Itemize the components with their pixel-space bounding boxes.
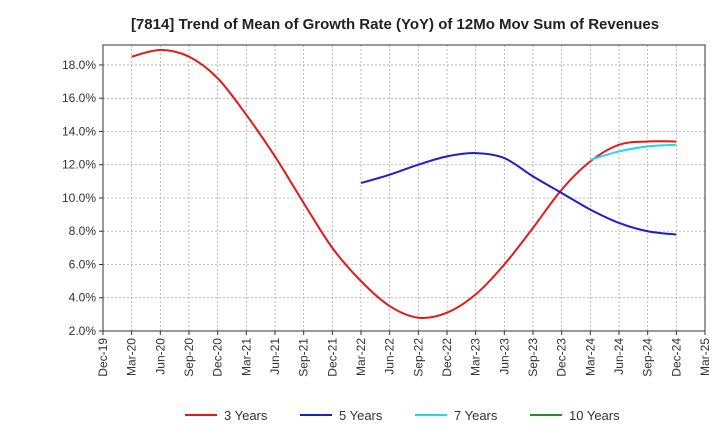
x-tick-label: Mar-24 (583, 338, 597, 376)
x-tick-label: Jun-23 (497, 338, 511, 375)
y-tick-label: 6.0% (69, 257, 97, 271)
chart-title: [7814] Trend of Mean of Growth Rate (YoY… (131, 16, 659, 33)
legend: 3 Years 5 Years 7 Years 10 Years (185, 408, 620, 423)
y-tick-label: 14.0% (62, 124, 96, 138)
x-tick-label: Mar-23 (469, 338, 483, 376)
x-tick-label: Mar-22 (354, 338, 368, 376)
x-tick-label: Jun-20 (153, 338, 167, 375)
x-tick-label: Sep-23 (526, 338, 540, 377)
x-tick-label: Dec-19 (96, 338, 110, 377)
x-tick-label: Dec-21 (325, 338, 339, 377)
y-tick-label: 10.0% (62, 191, 96, 205)
x-tick-label: Dec-22 (440, 338, 454, 377)
series-line-5-years (360, 152, 677, 236)
x-tick-label: Sep-20 (182, 338, 196, 377)
plot-area (103, 45, 705, 331)
plot-background (103, 45, 705, 331)
x-tick-label: Dec-23 (555, 338, 569, 377)
legend-label-7-years: 7 Years (454, 408, 498, 423)
legend-label-5-years: 5 Years (339, 408, 383, 423)
y-tick-label: 18.0% (62, 58, 96, 72)
plot-frame (102, 44, 706, 332)
axes: 2.0% 4.0% 6.0% 8.0% 10.0% 12.0% 14.0% 16.0% 18.0… (62, 44, 712, 377)
legend-label-3-years: 3 Years (224, 408, 268, 423)
y-tick-label: 12.0% (62, 158, 96, 172)
y-tick-label: 2.0% (69, 324, 97, 338)
series-lines (131, 48, 677, 319)
x-tick-label: Mar-25 (698, 338, 712, 376)
series-line-7-years (590, 143, 677, 161)
x-tick-label: Sep-22 (411, 338, 425, 377)
x-tick-label: Dec-20 (211, 338, 225, 377)
y-tick-label: 16.0% (62, 91, 96, 105)
x-tick-label: Dec-24 (669, 338, 683, 377)
series-line-3-years (131, 48, 677, 319)
x-tick-label: Sep-21 (297, 338, 311, 377)
y-tick-label: 8.0% (69, 224, 97, 238)
x-tick-label: Mar-20 (125, 338, 139, 376)
y-tick-label: 4.0% (69, 291, 97, 305)
x-tick-label: Jun-21 (268, 338, 282, 375)
x-tick-label: Jun-24 (612, 338, 626, 375)
x-tick-label: Jun-22 (383, 338, 397, 375)
gridlines (102, 45, 706, 332)
legend-label-10-years: 10 Years (569, 408, 620, 423)
x-tick-label: Sep-24 (641, 338, 655, 377)
x-tick-label: Mar-21 (239, 338, 253, 376)
